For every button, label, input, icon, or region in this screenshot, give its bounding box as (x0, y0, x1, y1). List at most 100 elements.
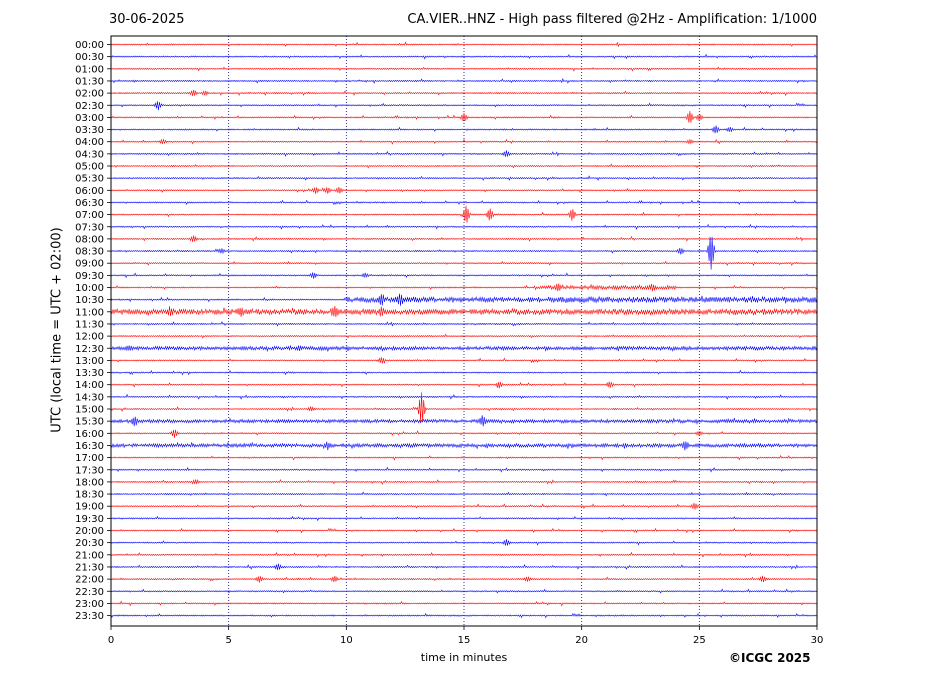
trace-row-1330 (110, 369, 818, 376)
y-tick-label: 00:00 (75, 40, 104, 51)
y-tick-label: 08:30 (75, 247, 104, 258)
trace-row-2230 (110, 588, 818, 594)
trace-row-0600 (110, 186, 818, 194)
trace-row-1730 (110, 466, 818, 473)
y-tick-label: 05:30 (75, 174, 104, 185)
trace-row-2300 (110, 600, 818, 607)
y-tick-label: 12:30 (75, 344, 104, 355)
y-tick-label: 06:30 (75, 198, 104, 209)
y-tick-label: 11:30 (75, 319, 104, 330)
y-tick-label: 22:00 (75, 575, 104, 586)
trace-row-0200 (110, 89, 818, 97)
plot-frame (110, 35, 818, 627)
y-tick-label: 19:00 (75, 502, 104, 513)
trace-row-1600 (110, 429, 818, 438)
y-tick-label: 04:00 (75, 137, 104, 148)
x-tick-label: 10 (340, 635, 353, 646)
trace-row-1030 (110, 293, 818, 306)
y-tick-label: 17:00 (75, 453, 104, 464)
x-tick-label: 20 (575, 635, 588, 646)
trace-row-1400 (110, 381, 818, 389)
y-tick-label: 23:00 (75, 599, 104, 610)
trace-row-1630 (110, 441, 818, 451)
y-tick-label: 18:00 (75, 477, 104, 488)
y-tick-label: 23:30 (75, 611, 104, 622)
y-tick-label: 14:00 (75, 380, 104, 391)
y-tick-label: 05:00 (75, 162, 104, 173)
trace-row-2030 (110, 539, 818, 546)
y-tick-label: 18:30 (75, 490, 104, 501)
chart-date: 30-06-2025 (109, 12, 185, 27)
chart-title: CA.VIER..HNZ - High pass filtered @2Hz -… (407, 12, 817, 27)
trace-row-1930 (110, 515, 818, 522)
trace-row-1230 (110, 344, 818, 353)
y-tick-label: 02:30 (75, 101, 104, 112)
trace-row-0900 (110, 260, 818, 267)
y-tick-label: 02:00 (75, 89, 104, 100)
trace-row-2000 (110, 527, 818, 534)
copyright-label: ©ICGC 2025 (729, 651, 811, 665)
trace-row-0030 (110, 53, 818, 60)
x-tick-label: 5 (225, 635, 231, 646)
trace-row-0830 (110, 236, 818, 270)
y-tick-label: 10:30 (75, 295, 104, 306)
y-tick-label: 13:30 (75, 368, 104, 379)
trace-row-0800 (110, 235, 818, 242)
trace-row-0700 (110, 205, 818, 223)
trace-row-1500 (110, 392, 818, 422)
trace-row-1430 (110, 393, 818, 400)
trace-row-2330 (110, 612, 818, 619)
y-tick-label: 08:00 (75, 234, 104, 245)
y-tick-label: 14:30 (75, 392, 104, 403)
y-tick-label: 00:30 (75, 52, 104, 63)
trace-row-0430 (110, 150, 818, 157)
y-tick-label: 15:00 (75, 405, 104, 416)
y-tick-label: 21:30 (75, 562, 104, 573)
y-tick-label: 09:30 (75, 271, 104, 282)
trace-row-1800 (110, 478, 818, 485)
y-tick-label: 07:00 (75, 210, 104, 221)
y-tick-label: 20:30 (75, 538, 104, 549)
trace-row-0000 (110, 41, 818, 48)
trace-row-1700 (110, 454, 818, 461)
trace-row-0230 (110, 101, 818, 111)
y-tick-label: 03:00 (75, 113, 104, 124)
y-tick-label: 13:00 (75, 356, 104, 367)
y-tick-label: 11:00 (75, 307, 104, 318)
vertical-gridlines (228, 36, 700, 626)
y-tick-label: 12:00 (75, 332, 104, 343)
trace-row-0530 (110, 175, 818, 182)
trace-row-2200 (110, 575, 818, 583)
trace-row-1200 (110, 333, 818, 339)
trace-row-0930 (110, 272, 818, 279)
trace-row-2130 (110, 563, 818, 571)
trace-row-0730 (110, 223, 818, 230)
y-tick-label: 01:30 (75, 76, 104, 87)
x-tick-label: 30 (811, 635, 824, 646)
y-tick-label: 17:30 (75, 465, 104, 476)
trace-row-0100 (110, 66, 818, 72)
trace-row-1530 (110, 415, 818, 427)
trace-row-0130 (110, 77, 818, 84)
y-tick-label: 19:30 (75, 514, 104, 525)
y-tick-label: 06:00 (75, 186, 104, 197)
y-tick-label: 16:30 (75, 441, 104, 452)
y-tick-label: 21:00 (75, 550, 104, 561)
seismic-traces (110, 41, 818, 619)
trace-row-1130 (110, 321, 818, 327)
y-tick-label: 22:30 (75, 587, 104, 598)
x-axis-label: time in minutes (420, 651, 508, 664)
y-tick-label: 07:30 (75, 222, 104, 233)
trace-row-0630 (110, 199, 818, 206)
y-tick-label: 04:30 (75, 149, 104, 160)
y-tick-label: 10:00 (75, 283, 104, 294)
x-tick-label: 15 (458, 635, 471, 646)
trace-row-1100 (110, 305, 818, 318)
y-tick-label: 15:30 (75, 417, 104, 428)
trace-row-1300 (110, 357, 818, 364)
x-axis-ticks: 0 5 10 15 20 25 30 (108, 626, 824, 646)
trace-row-1900 (110, 503, 818, 510)
trace-row-0500 (110, 163, 818, 169)
